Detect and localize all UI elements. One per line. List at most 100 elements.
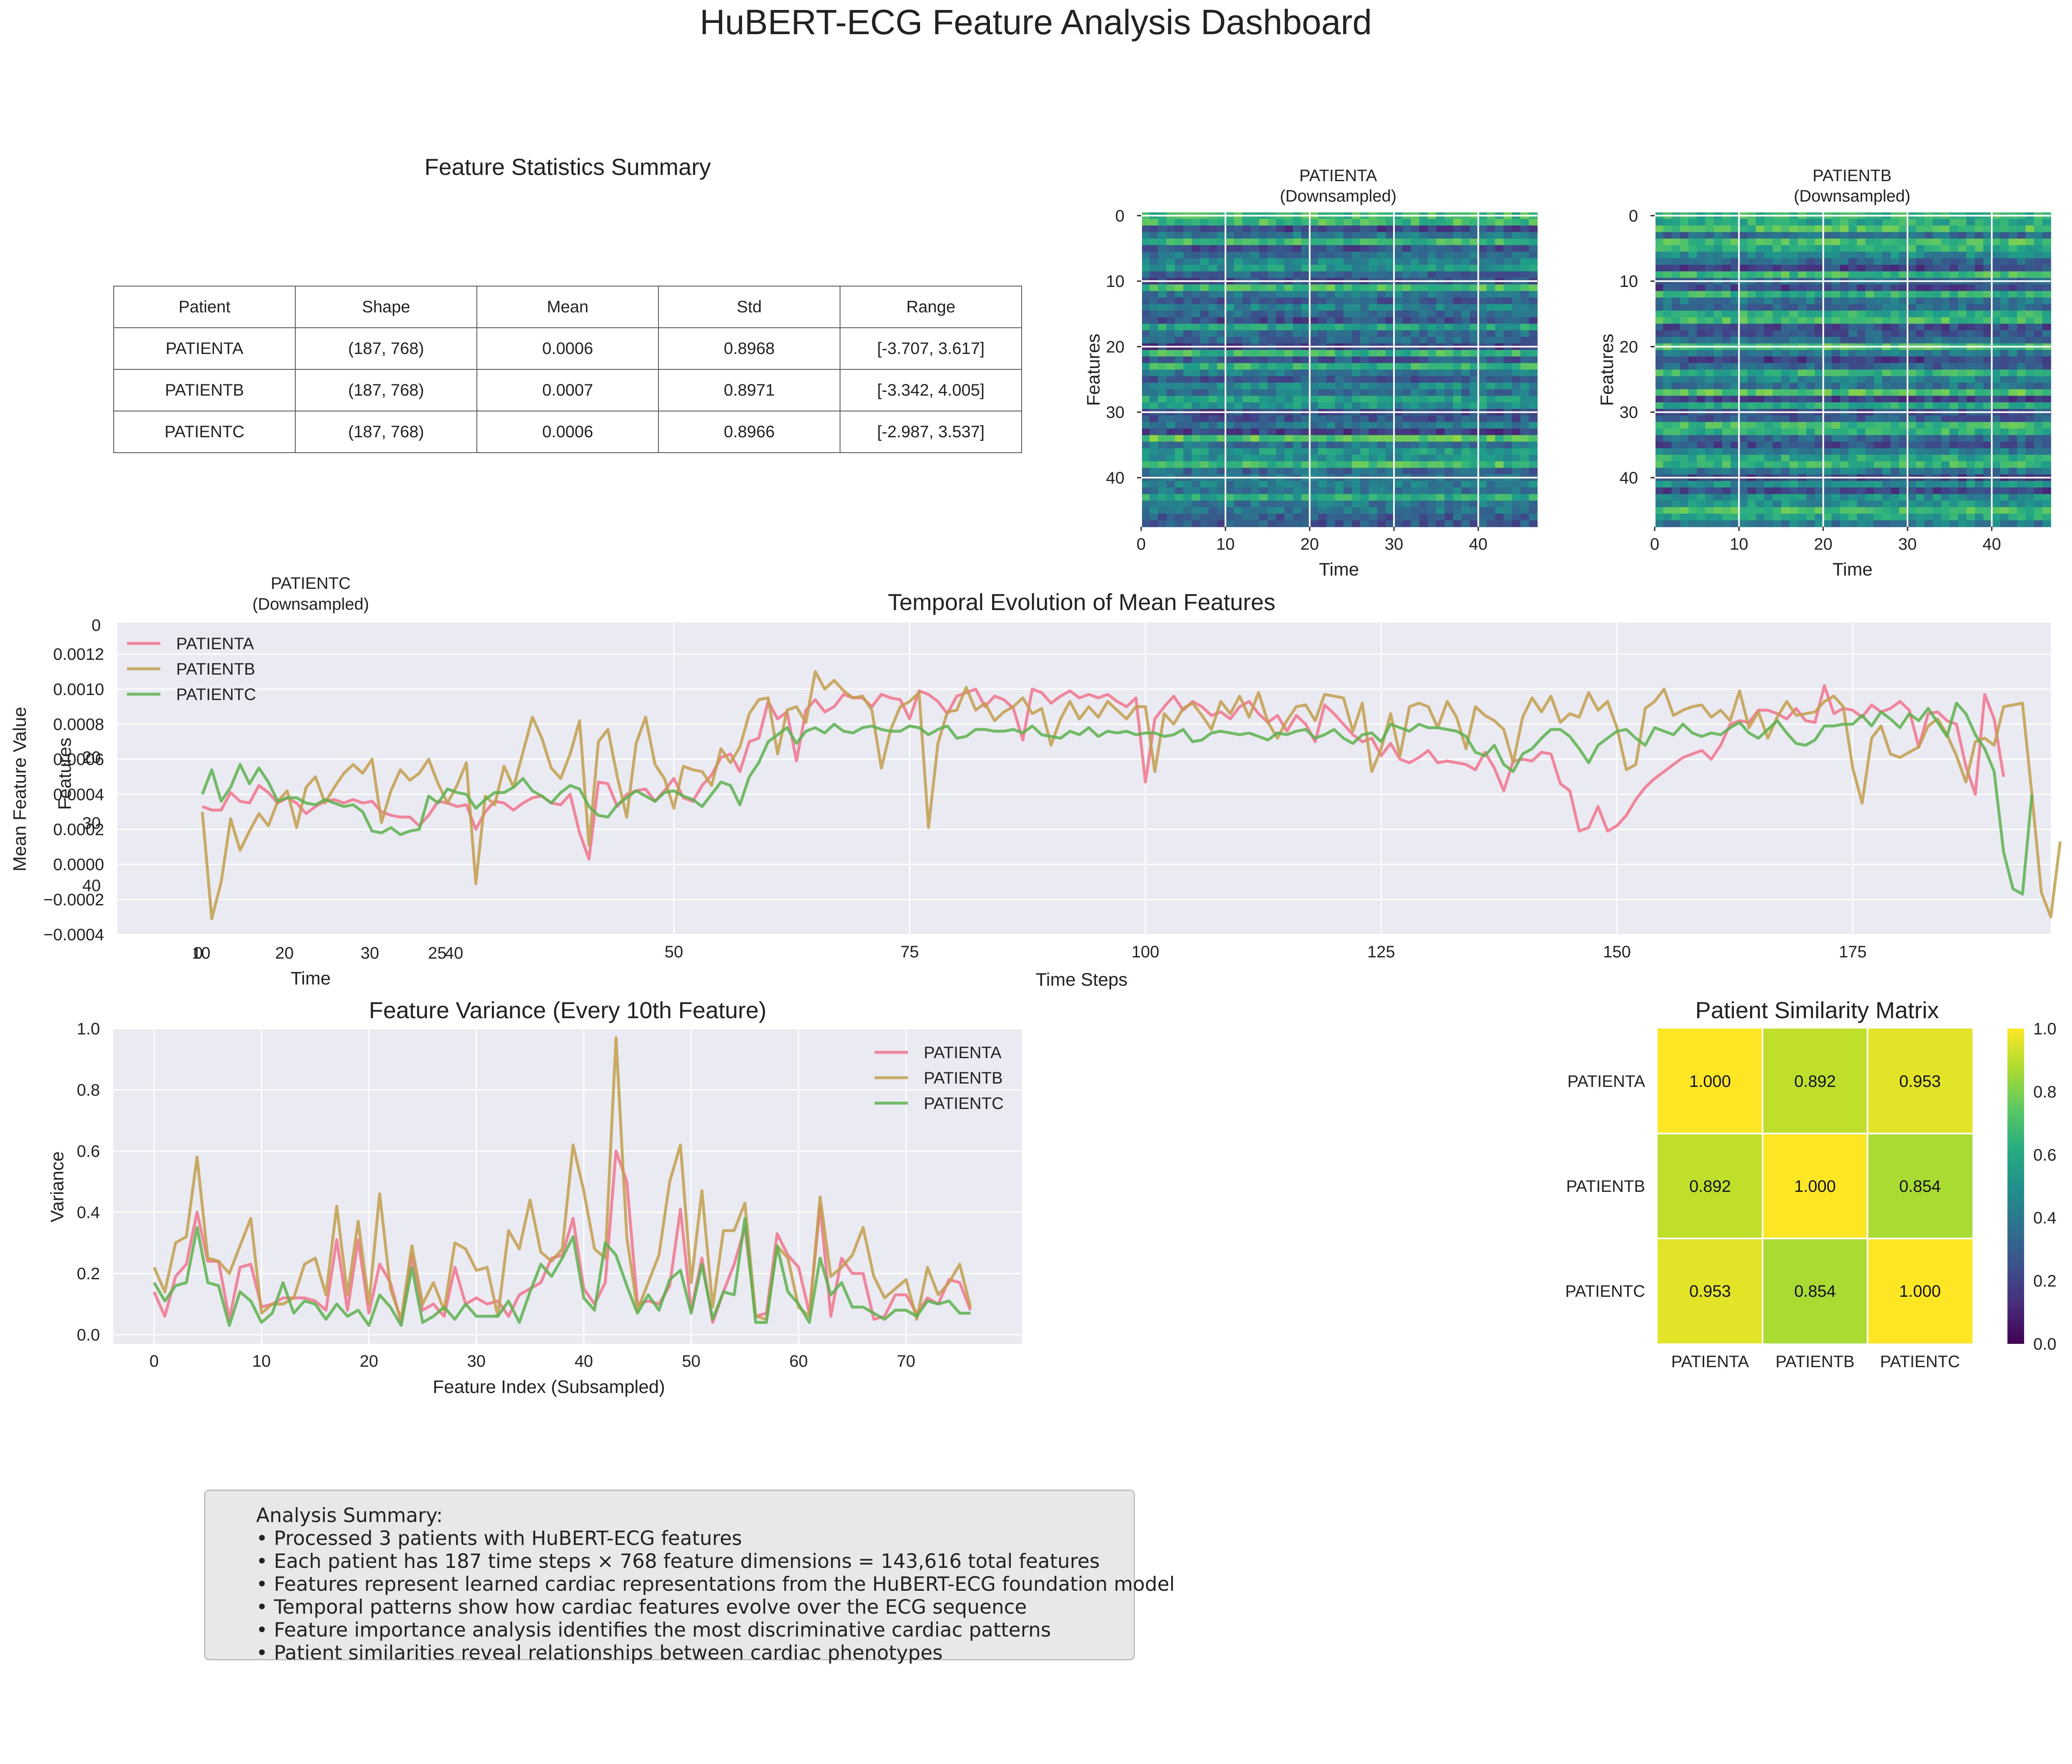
heatmap-cell — [1183, 297, 1192, 304]
heatmap-cell — [1369, 271, 1378, 279]
heatmap-cell — [1739, 310, 1748, 318]
heatmap-cell — [1360, 429, 1369, 436]
heatmap-cell — [1444, 284, 1454, 292]
heatmap-cell — [1798, 448, 1807, 455]
heatmap-cell — [1950, 513, 1959, 521]
heatmap-cell — [1983, 271, 1992, 279]
heatmap-cell — [1697, 363, 1706, 370]
heatmap-cell — [1848, 376, 1858, 383]
heatmap-cell — [1343, 336, 1352, 344]
temporal-chart-series — [201, 670, 2062, 920]
heatmap-cell — [1680, 336, 1689, 344]
heatmap-cell — [1823, 396, 1832, 403]
heatmap-cell — [1335, 225, 1344, 232]
heatmap-cell — [1781, 383, 1790, 390]
heatmap-cell — [1428, 232, 1436, 239]
heatmap-cell — [1251, 330, 1259, 337]
heatmap-cell — [1486, 356, 1496, 364]
heatmap-cell — [1208, 376, 1217, 383]
heatmap-cell — [1208, 304, 1217, 311]
heatmap-cell — [1907, 455, 1916, 462]
heatmap-cell — [1899, 304, 1908, 311]
heatmap-cell — [1402, 461, 1411, 468]
heatmap-cell — [1411, 330, 1420, 337]
heatmap-cell — [1234, 258, 1243, 265]
heatmap-patientb-cells — [1655, 212, 2051, 527]
heatmap-cell — [1941, 350, 1950, 357]
heatmap-cell — [1276, 304, 1285, 311]
heatmap-cell — [1478, 219, 1487, 226]
heatmap-cell — [1174, 356, 1184, 364]
stats-table-row: PATIENTC (187, 768) 0.0006 0.8966 [-2.98… — [113, 411, 1022, 453]
heatmap-cell — [1773, 501, 1782, 508]
heatmap-cell — [1924, 513, 1933, 521]
heatmap-cell — [1941, 284, 1950, 292]
heatmap-cell — [1831, 350, 1840, 357]
heatmap-cell — [1907, 422, 1916, 429]
heatmap-cell — [1217, 487, 1226, 495]
heatmap-cell — [1486, 330, 1496, 337]
heatmap-cell — [1183, 507, 1192, 514]
heatmap-cell — [1528, 264, 1538, 272]
heatmap-cell — [1882, 369, 1891, 376]
heatmap-cell — [1309, 389, 1319, 396]
heatmap-cell — [1293, 415, 1302, 423]
heatmap-cell — [2025, 336, 2035, 344]
heatmap-cell — [1705, 304, 1714, 311]
heatmap-patientc-xtick-label: 30 — [361, 944, 379, 962]
heatmap-cell — [1461, 324, 1470, 331]
heatmap-cell — [1335, 376, 1344, 383]
heatmap-cell — [1680, 369, 1689, 376]
heatmap-cell — [1680, 271, 1689, 279]
heatmap-cell — [1713, 310, 1723, 318]
heatmap-cell — [1394, 481, 1403, 488]
heatmap-cell — [1444, 304, 1454, 311]
heatmap-cell — [1941, 501, 1950, 508]
heatmap-cell — [1208, 396, 1217, 403]
heatmap-cell — [1840, 429, 1849, 436]
heatmap-cell — [1461, 487, 1470, 495]
heatmap-cell — [1916, 264, 1925, 272]
heatmap-cell — [1192, 238, 1201, 246]
heatmap-cell — [1705, 356, 1714, 364]
heatmap-cell — [1486, 219, 1496, 226]
heatmap-cell — [1478, 317, 1487, 324]
heatmap-cell — [1183, 429, 1192, 436]
heatmap-cell — [1932, 258, 1942, 265]
heatmap-cell — [1764, 461, 1773, 468]
heatmap-cell — [1343, 350, 1352, 357]
heatmap-cell — [1907, 481, 1916, 488]
heatmap-cell — [1461, 415, 1470, 423]
heatmap-cell — [1520, 324, 1529, 331]
heatmap-cell — [1680, 225, 1689, 232]
heatmap-cell — [1722, 225, 1731, 232]
heatmap-cell — [1444, 369, 1454, 376]
heatmap-cell — [1411, 271, 1420, 279]
heatmap-cell — [1916, 455, 1925, 462]
heatmap-cell — [1478, 422, 1487, 429]
heatmap-cell — [1369, 304, 1378, 311]
heatmap-cell — [1823, 520, 1832, 527]
heatmap-cell — [1773, 429, 1782, 436]
heatmap-cell — [1377, 336, 1386, 344]
heatmap-cell — [1461, 481, 1470, 488]
heatmap-cell — [1882, 435, 1891, 442]
heatmap-cell — [1831, 291, 1840, 298]
heatmap-cell — [1267, 232, 1277, 239]
heatmap-cell — [1351, 435, 1361, 442]
heatmap-cell — [1436, 225, 1445, 232]
heatmap-cell — [1192, 317, 1201, 324]
heatmap-cell — [1705, 297, 1714, 304]
heatmap-cell — [1259, 271, 1268, 279]
heatmap-cell — [1251, 435, 1259, 442]
heatmap-cell — [1722, 389, 1731, 396]
heatmap-cell — [1789, 271, 1798, 279]
heatmap-cell — [1874, 291, 1883, 298]
heatmap-cell — [1789, 520, 1798, 527]
heatmap-cell — [1428, 264, 1436, 272]
heatmap-cell — [1840, 520, 1849, 527]
heatmap-cell — [1478, 264, 1487, 272]
heatmap-ytick-label: 10 — [1106, 272, 1125, 291]
legend-label-patientc: PATIENTC — [176, 685, 256, 704]
xtick-label: 100 — [1132, 943, 1159, 961]
